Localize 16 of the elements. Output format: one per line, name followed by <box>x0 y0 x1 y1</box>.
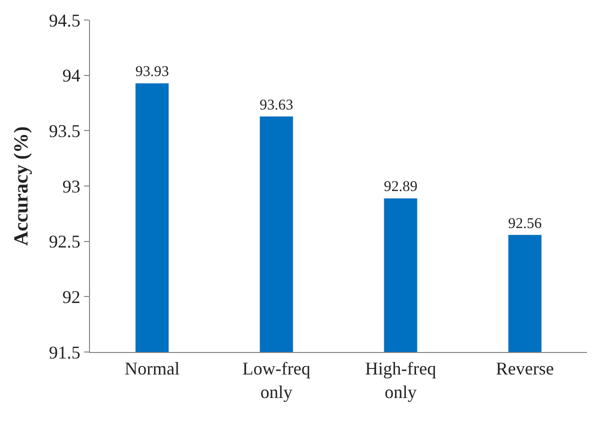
data-label: 92.56 <box>508 216 542 232</box>
data-label: 93.93 <box>135 64 169 80</box>
data-label: 92.89 <box>384 179 418 196</box>
y-tick-label: 94 <box>62 66 80 86</box>
y-tick-label: 93 <box>62 176 80 196</box>
y-tick-label: 92.5 <box>48 232 80 252</box>
y-tick-label: 93.5 <box>48 120 80 141</box>
x-tick-label: Normal <box>124 358 180 379</box>
y-tick-label: 91.5 <box>48 342 80 362</box>
x-tick-label: Reverse <box>496 358 554 379</box>
y-tick-label: 92 <box>62 286 80 307</box>
y-axis-title: Accuracy (%) <box>10 126 32 246</box>
x-tick-label: High-freq only <box>365 358 436 402</box>
x-tick-label: Low-freq only <box>242 358 310 402</box>
y-tick-label: 94.5 <box>48 10 80 30</box>
data-label: 93.63 <box>260 97 294 114</box>
